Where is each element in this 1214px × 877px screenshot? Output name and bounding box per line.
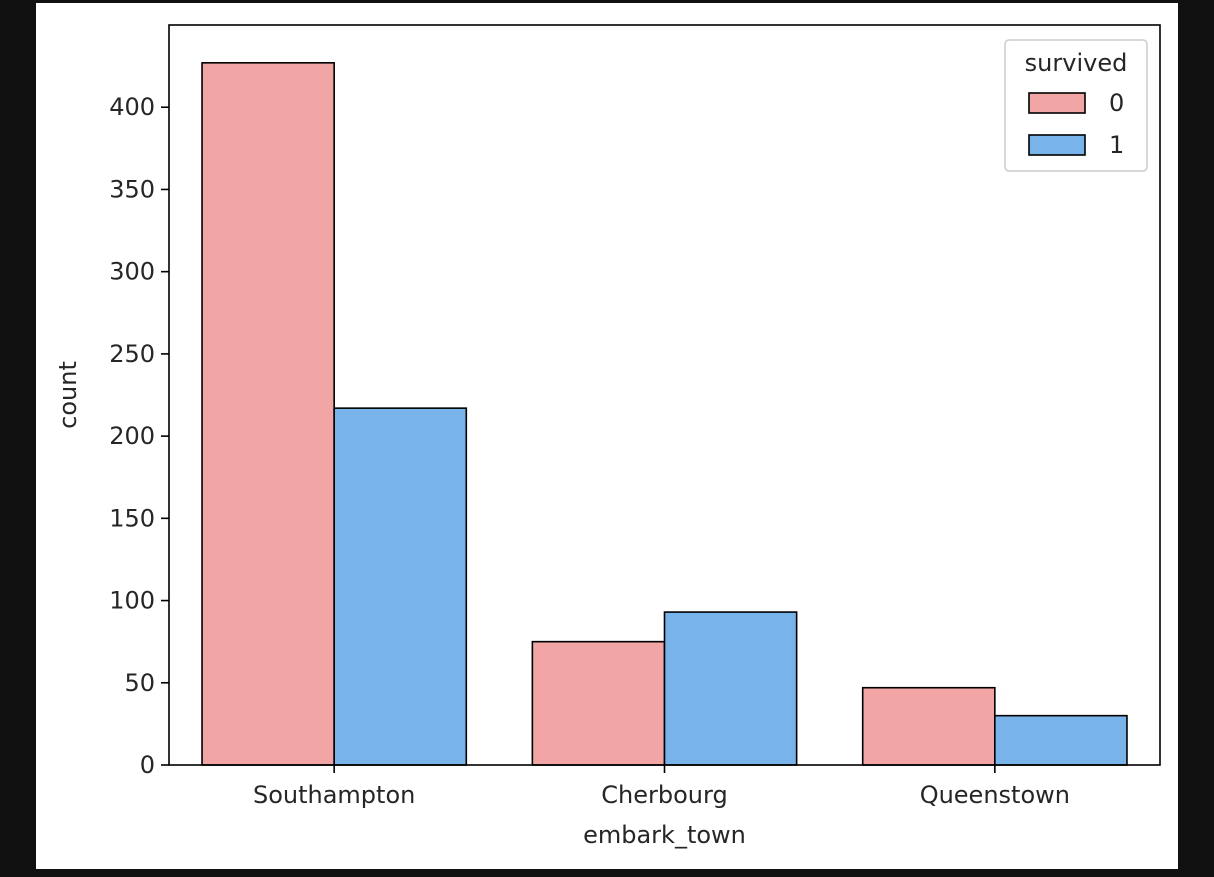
legend-swatch-1 [1028,134,1086,156]
y-axis-label: count [54,361,82,429]
legend-title: survived [1025,49,1128,77]
y-tick-label: 350 [109,175,155,203]
bar-southampton-survived-1 [333,407,468,766]
bars-group [201,62,1128,766]
legend-label-1: 1 [1109,131,1124,159]
x-axis-ticks: Southampton Cherbourg Queenstown [253,765,1070,809]
legend-swatch-0 [1028,92,1086,114]
x-tick-label: Southampton [253,781,415,809]
y-tick-label: 100 [109,587,155,615]
bar-cherbourg-survived-0 [531,640,666,766]
y-tick-label: 400 [109,93,155,121]
figure: 0 50 100 150 200 250 300 350 400 Southampton Cher… [36,3,1178,869]
bar-queenstown-survived-0 [861,686,996,766]
y-tick-label: 300 [109,258,155,286]
y-tick-label: 150 [109,504,155,532]
bar-southampton-survived-0 [201,62,335,766]
bar-cherbourg-survived-1 [663,611,798,766]
y-tick-label: 200 [109,422,155,450]
x-tick-label: Cherbourg [601,781,727,809]
x-axis-label: embark_town [583,821,746,849]
x-tick-label: Queenstown [920,781,1070,809]
y-axis-ticks: 0 50 100 150 200 250 300 350 400 [109,93,169,779]
y-tick-label: 250 [109,340,155,368]
bar-chart: 0 50 100 150 200 250 300 350 400 Southampton Cher… [54,24,1161,849]
y-tick-label: 50 [124,669,155,697]
bar-queenstown-survived-1 [994,714,1128,766]
axes-frame [168,24,1161,766]
legend-items: 01 [1028,89,1124,159]
legend: survived 01 [1004,39,1148,172]
legend-label-0: 0 [1109,89,1124,117]
y-tick-label: 0 [140,751,155,779]
